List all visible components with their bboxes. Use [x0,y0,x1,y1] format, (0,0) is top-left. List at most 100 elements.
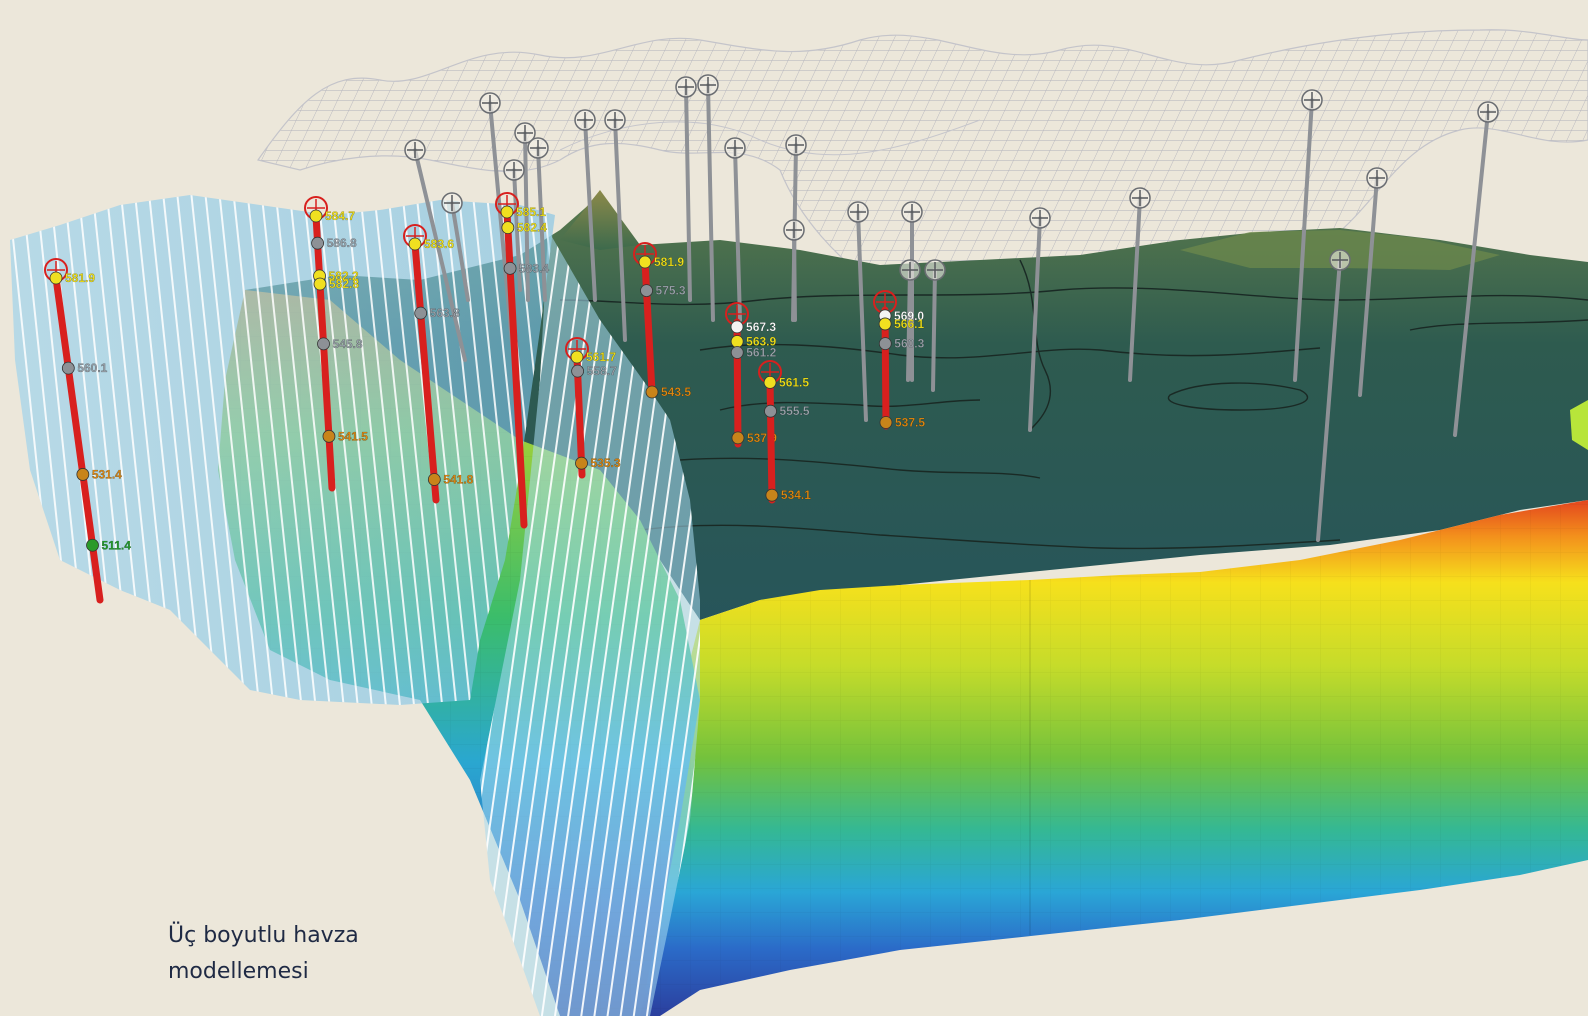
elevation-label: 584.7 [325,209,355,223]
distant-well-stick [856,210,868,422]
well-cap-icon [441,192,463,214]
marker-point [313,277,327,291]
well-cap-icon [404,139,426,161]
distant-well-stick [931,268,937,392]
distant-well-stick [1128,196,1142,382]
distant-well-stick [523,131,530,302]
distant-well-stick [706,83,715,322]
well-cap-icon [785,134,807,156]
marker-point [501,221,515,235]
well-casing [766,376,776,504]
distant-well-stick [536,146,547,302]
elevation-label: 534.1 [781,488,811,502]
elevation-label: 535.3 [591,456,621,470]
well-cap-icon [574,109,596,131]
distant-well-stick [792,228,797,322]
distant-well-stick [413,148,467,362]
well-cap-icon [1301,89,1323,111]
marker-point [878,337,892,351]
marker-point [730,320,744,334]
elevation-label: 583.6 [424,237,454,251]
well-cap-icon [1029,207,1051,229]
elevation-label: 511.4 [102,538,132,552]
distant-well-stick [450,201,470,302]
distant-well-stick [512,168,522,292]
elevation-label: 569.0 [894,309,924,323]
elevation-label: 531.4 [92,467,122,481]
elevation-label: 567.3 [746,320,776,334]
elevation-label: 581.9 [654,255,684,269]
marker-point [408,237,422,251]
marker-point [765,488,779,502]
borehole-w8: 561.5 555.5 534.1 [758,360,811,504]
elevation-label: 566.1 [894,317,924,331]
elevation-label: 583.4 [519,261,549,275]
elevation-label: 582.2 [329,269,359,283]
marker-point [730,346,744,359]
well-casing [411,240,440,504]
marker-point [322,429,336,443]
elevation-label: 582.8 [329,277,359,291]
elevation-label: 585.1 [516,205,546,219]
distant-well-stick [684,85,692,302]
elevation-label: 555.5 [780,404,810,418]
marker-point [764,404,777,418]
marker-point [879,416,893,429]
elevation-label: 545.8 [333,337,363,351]
well-cap-icon [724,137,746,159]
borehole-w1: 581.9 560.1 531.4 511.4 [44,258,132,604]
marker-point [76,468,90,481]
well-cap-icon [514,122,536,144]
well-cap-icon [697,74,719,96]
distant-well-stick [613,118,627,342]
elevation-label: 575.3 [656,284,686,298]
marker-point [638,255,652,269]
distant-wells [413,83,1490,542]
distant-well-stick [1028,216,1042,432]
marker-point [763,375,777,389]
elevation-label: 581.9 [65,271,95,285]
well-cap-icon [479,92,501,114]
elevation-label: 563.8 [430,306,460,320]
well-cap-icon [901,201,923,223]
marker-point [311,236,325,250]
contour-lines [559,259,1588,550]
elevation-label: 561.5 [779,375,809,389]
distant-well-stick [1316,258,1342,542]
marker-point [645,385,659,399]
borehole-w3: 583.6 563.8 541.8 [403,224,474,504]
marker-point [640,284,653,298]
distant-well-stick [1358,176,1379,397]
distant-well-stick [1453,110,1490,437]
well-cap-icon [503,159,525,181]
elevation-label: 558.7 [587,364,617,378]
marker-point [571,364,584,378]
figure-caption: Üç boyutlu havza modellemesi [168,918,428,990]
elevation-label: 582.4 [517,221,547,235]
elevation-label: 586.8 [327,236,357,250]
borehole-wells: 581.9 560.1 531.4 511.4 584.7 586.8 582.2582.8… [44,192,926,604]
marker-point [61,361,75,375]
well-cap-icon [604,109,626,131]
elevation-label: 541.5 [338,429,368,443]
marker-point [878,317,892,331]
distant-well-stick [1293,98,1314,382]
well-casing [641,258,656,396]
marker-point [570,350,584,364]
well-cap-icon [783,219,805,241]
well-cap-icon [1329,249,1351,271]
marker-point [86,538,99,552]
elevation-label: 560.1 [77,361,107,375]
well-cap-icon [1366,167,1388,189]
marker-point [500,205,514,219]
edge-marker [1570,400,1588,450]
marker-point [427,473,441,486]
elevation-label: 563.9 [746,335,776,349]
elevation-label: 561.2 [746,346,776,360]
well-cap-icon [847,201,869,223]
caption-line-2: modellemesi [168,959,309,984]
